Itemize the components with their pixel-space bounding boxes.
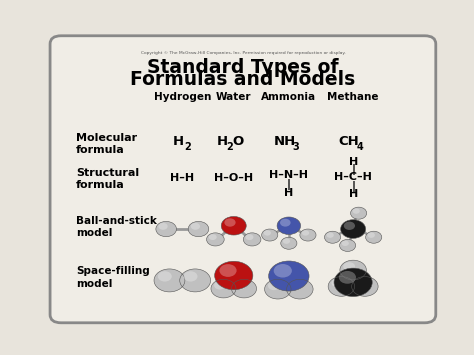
- Circle shape: [207, 233, 224, 246]
- Circle shape: [343, 262, 355, 271]
- Circle shape: [214, 281, 225, 290]
- Circle shape: [368, 233, 375, 238]
- Circle shape: [340, 260, 366, 280]
- Circle shape: [231, 279, 256, 298]
- Text: Molecular
formula: Molecular formula: [76, 132, 137, 155]
- Circle shape: [353, 208, 360, 214]
- Circle shape: [221, 217, 246, 235]
- Text: Ball-and-stick
model: Ball-and-stick model: [76, 216, 156, 238]
- Circle shape: [156, 222, 176, 237]
- Circle shape: [331, 279, 343, 288]
- Circle shape: [209, 234, 217, 240]
- Circle shape: [339, 239, 356, 251]
- Text: Standard Types of: Standard Types of: [147, 58, 339, 77]
- Circle shape: [246, 234, 254, 240]
- Circle shape: [277, 217, 301, 235]
- Circle shape: [342, 241, 349, 246]
- Circle shape: [355, 279, 367, 288]
- Circle shape: [273, 264, 292, 278]
- Circle shape: [154, 269, 185, 292]
- Text: Ammonia: Ammonia: [261, 92, 317, 102]
- Circle shape: [264, 279, 291, 299]
- Text: |: |: [351, 164, 355, 175]
- Circle shape: [183, 271, 198, 282]
- Circle shape: [325, 231, 341, 243]
- Circle shape: [341, 220, 365, 238]
- Text: Water: Water: [216, 92, 252, 102]
- Circle shape: [352, 277, 378, 296]
- Text: Copyright © The McGraw-Hill Companies, Inc. Permission required for reproduction: Copyright © The McGraw-Hill Companies, I…: [141, 51, 345, 55]
- Circle shape: [287, 279, 313, 299]
- Circle shape: [344, 222, 355, 230]
- Circle shape: [235, 281, 246, 290]
- Text: O: O: [233, 135, 244, 148]
- Text: Structural
formula: Structural formula: [76, 168, 139, 191]
- Circle shape: [339, 271, 356, 284]
- Text: H: H: [217, 135, 228, 148]
- Circle shape: [283, 239, 290, 244]
- Text: |: |: [287, 179, 291, 190]
- Text: H: H: [173, 135, 184, 148]
- Circle shape: [243, 233, 261, 246]
- Circle shape: [302, 230, 309, 236]
- Text: H–N–H: H–N–H: [269, 170, 309, 180]
- Circle shape: [180, 269, 210, 292]
- Circle shape: [290, 281, 302, 290]
- Circle shape: [328, 277, 355, 296]
- Text: Methane: Methane: [328, 92, 379, 102]
- Text: H: H: [348, 189, 358, 199]
- Text: Hydrogen: Hydrogen: [154, 92, 211, 102]
- Circle shape: [281, 237, 297, 249]
- Circle shape: [327, 233, 334, 238]
- Text: 3: 3: [292, 142, 299, 152]
- Circle shape: [211, 279, 236, 298]
- Circle shape: [158, 271, 172, 282]
- Circle shape: [215, 261, 253, 290]
- Circle shape: [191, 223, 200, 230]
- Text: Space-filling
model: Space-filling model: [76, 267, 149, 289]
- Circle shape: [262, 229, 278, 241]
- Circle shape: [351, 207, 367, 219]
- Circle shape: [268, 281, 280, 290]
- Text: H–O–H: H–O–H: [214, 173, 253, 183]
- Circle shape: [280, 219, 291, 226]
- Circle shape: [334, 268, 372, 296]
- Text: H: H: [348, 157, 358, 166]
- Text: 2: 2: [226, 142, 233, 152]
- Circle shape: [365, 231, 382, 243]
- Circle shape: [219, 264, 237, 277]
- Text: 4: 4: [356, 142, 363, 152]
- Circle shape: [158, 223, 168, 230]
- Text: H–H: H–H: [170, 173, 194, 183]
- Circle shape: [264, 230, 271, 236]
- Text: Formulas and Models: Formulas and Models: [130, 70, 356, 89]
- Text: H: H: [284, 188, 293, 198]
- Circle shape: [300, 229, 316, 241]
- Circle shape: [188, 222, 209, 237]
- Text: |: |: [351, 181, 355, 192]
- FancyBboxPatch shape: [50, 36, 436, 323]
- Circle shape: [269, 261, 309, 291]
- Text: NH: NH: [273, 135, 296, 148]
- Text: H–C–H: H–C–H: [334, 171, 372, 181]
- Text: 2: 2: [184, 142, 191, 152]
- Circle shape: [224, 218, 236, 227]
- Text: CH: CH: [338, 135, 359, 148]
